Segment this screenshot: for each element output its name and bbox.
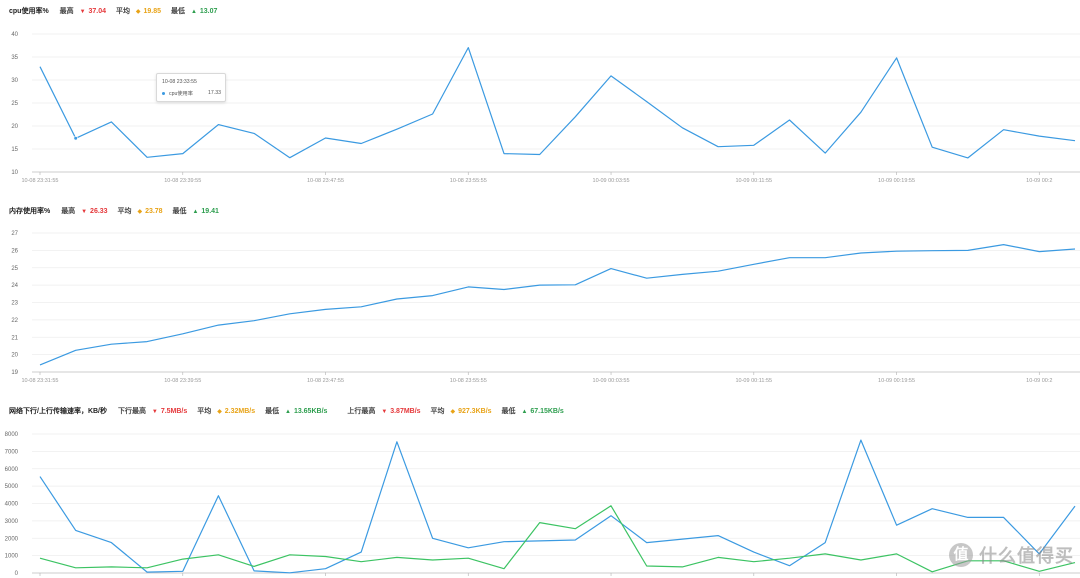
y-tick-label: 35 xyxy=(11,55,18,61)
net-down-min-label: 最低 xyxy=(265,408,280,415)
mem-min-label: 最低 xyxy=(172,208,187,215)
y-tick-label: 40 xyxy=(11,32,18,38)
mem-chart-title: 内存使用率% xyxy=(9,208,51,215)
x-tick-label: 10-09 00:19:55 xyxy=(878,178,915,184)
avg-diamond-icon: ◆ xyxy=(135,9,141,15)
x-tick-label: 10-08 23:47:55 xyxy=(307,178,344,184)
min-arrow-icon: ▲ xyxy=(285,409,291,415)
y-tick-label: 19 xyxy=(11,370,18,376)
x-tick-label: 10-09 00:11:55 xyxy=(735,178,772,184)
series-line-上行 xyxy=(39,505,1076,573)
x-tick-label: 10-08 23:39:55 xyxy=(164,378,201,384)
y-tick-label: 5000 xyxy=(5,484,19,490)
min-arrow-icon: ▲ xyxy=(192,209,199,215)
net-down-max-value: 7.5MB/s xyxy=(160,408,188,415)
y-tick-label: 26 xyxy=(11,248,18,254)
x-tick-label: 10-09 00:2 xyxy=(1026,378,1052,384)
watermark: 值 什么值得买 xyxy=(949,540,1074,570)
y-tick-label: 24 xyxy=(11,283,18,289)
net-down-max-label: 下行最高 xyxy=(117,408,146,415)
y-tick-label: 6000 xyxy=(5,467,19,473)
net-up-avg-label: 平均 xyxy=(430,408,445,415)
min-arrow-icon: ▲ xyxy=(521,409,528,415)
y-tick-label: 27 xyxy=(11,231,18,237)
y-tick-label: 25 xyxy=(11,266,18,272)
hover-point xyxy=(73,136,78,141)
max-arrow-icon: ▼ xyxy=(79,9,86,15)
tooltip-series-name: cpu使用率 xyxy=(169,91,193,97)
y-tick-label: 8000 xyxy=(5,432,19,438)
y-tick-label: 10 xyxy=(11,170,18,176)
watermark-logo-icon: 值 xyxy=(949,543,973,567)
x-tick-label: 10-08 23:47:55 xyxy=(307,378,344,384)
y-tick-label: 22 xyxy=(11,318,18,324)
cpu-max-label: 最高 xyxy=(59,8,74,15)
cpu-chart-title: cpu使用率% xyxy=(9,8,49,15)
avg-diamond-icon: ◆ xyxy=(217,409,222,415)
y-tick-label: 30 xyxy=(11,78,18,84)
mem-avg-label: 平均 xyxy=(117,208,132,215)
min-arrow-icon: ▲ xyxy=(190,9,197,15)
net-chart-header: 网络下行/上行传输速率，KB/秒 下行最高 ▼ 7.5MB/s 平均 ◆ 2.3… xyxy=(9,406,572,418)
x-tick-label: 10-09 00:03:55 xyxy=(593,178,630,184)
y-tick-label: 20 xyxy=(11,124,18,130)
x-tick-label: 10-08 23:39:55 xyxy=(164,178,201,184)
net-down-min-value: 13.65KB/s xyxy=(293,408,328,415)
x-tick-label: 10-08 23:31:55 xyxy=(21,178,58,184)
y-tick-label: 2000 xyxy=(5,536,19,542)
y-tick-label: 0 xyxy=(15,571,19,577)
max-arrow-icon: ▼ xyxy=(381,409,388,415)
mem-max-label: 最高 xyxy=(61,208,76,215)
y-tick-label: 7000 xyxy=(5,449,19,455)
net-up-avg-value: 927.3KB/s xyxy=(458,408,492,415)
series-line-下行 xyxy=(39,439,1076,574)
watermark-text: 什么值得买 xyxy=(979,546,1074,566)
x-tick-label: 10-08 23:55:55 xyxy=(450,178,487,184)
x-tick-label: 10-09 00:03:55 xyxy=(593,378,630,384)
y-tick-label: 4000 xyxy=(5,502,19,508)
avg-diamond-icon: ◆ xyxy=(137,209,143,215)
y-tick-label: 23 xyxy=(11,301,18,307)
x-tick-label: 10-09 00:2 xyxy=(1026,178,1052,184)
net-chart-title: 网络下行/上行传输速率，KB/秒 xyxy=(9,408,107,415)
chart-tooltip: 10-08 23:33:55 cpu使用率 17.33 xyxy=(156,73,226,102)
y-tick-label: 21 xyxy=(11,335,18,341)
net-up-min-label: 最低 xyxy=(501,408,516,415)
mem-max-value: 26.33 xyxy=(90,208,108,215)
series-line-cpu使用率 xyxy=(39,46,1076,159)
max-arrow-icon: ▼ xyxy=(151,409,158,415)
net-up-max-label: 上行最高 xyxy=(347,408,376,415)
y-tick-label: 20 xyxy=(11,353,18,359)
series-line-内存使用率 xyxy=(39,244,1076,366)
cpu-min-value: 13.07 xyxy=(199,8,218,15)
y-tick-label: 15 xyxy=(11,147,18,153)
net-up-min-value: 67.15KB/s xyxy=(530,408,564,415)
cpu-avg-value: 19.85 xyxy=(143,8,162,15)
cpu-avg-label: 平均 xyxy=(115,8,130,15)
cpu-max-value: 37.04 xyxy=(88,8,107,15)
tooltip-time: 10-08 23:33:55 xyxy=(162,79,197,85)
tooltip-value: 17.33 xyxy=(208,90,221,96)
x-tick-label: 10-09 00:19:55 xyxy=(878,378,915,384)
mem-avg-value: 23.78 xyxy=(145,208,163,215)
y-tick-label: 1000 xyxy=(5,554,19,560)
net-down-avg-value: 2.32MB/s xyxy=(224,408,256,415)
max-arrow-icon: ▼ xyxy=(81,209,88,215)
x-tick-label: 10-08 23:31:55 xyxy=(21,378,58,384)
cpu-chart-header: cpu使用率% 最高 ▼ 37.04 平均 ◆ 19.85 最低 ▲ 13.07 xyxy=(9,6,225,18)
y-tick-label: 3000 xyxy=(5,519,19,525)
mem-chart-header: 内存使用率% 最高 ▼ 26.33 平均 ◆ 23.78 最低 ▲ 19.41 xyxy=(9,206,227,218)
tooltip-series-dot-icon xyxy=(162,92,165,95)
net-down-avg-label: 平均 xyxy=(197,408,212,415)
y-tick-label: 25 xyxy=(11,101,18,107)
avg-diamond-icon: ◆ xyxy=(450,409,456,415)
x-tick-label: 10-09 00:11:55 xyxy=(735,378,772,384)
mem-min-value: 19.41 xyxy=(201,208,219,215)
net-up-max-value: 3.87MB/s xyxy=(390,408,421,415)
cpu-min-label: 最低 xyxy=(170,8,185,15)
x-tick-label: 10-08 23:55:55 xyxy=(450,378,487,384)
